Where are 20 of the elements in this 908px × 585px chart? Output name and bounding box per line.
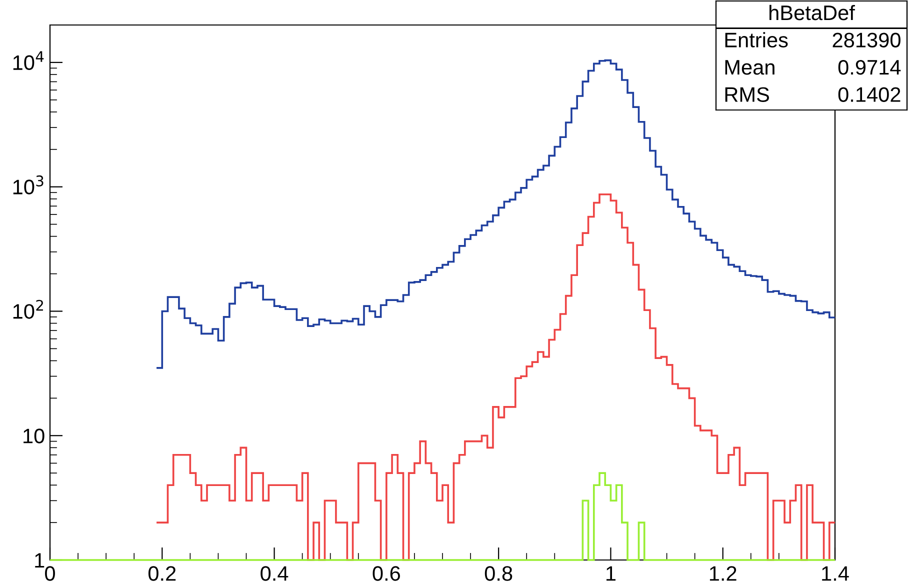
- x-tick-label: 1.4: [822, 566, 849, 581]
- text: 0.9714: [838, 60, 901, 75]
- x-tick-label: 0.8: [484, 566, 512, 581]
- annotation: 281390: [832, 32, 900, 48]
- x-tick-label: 0.4: [260, 566, 288, 581]
- text: hBetaDef: [770, 4, 855, 20]
- x-tick-label: 0: [45, 566, 55, 581]
- y-tick-label: 10$^{3}$: [13, 175, 44, 194]
- text: 0.1402: [838, 87, 900, 102]
- annotation: Mean: [725, 60, 774, 75]
- annotation: Entries: [725, 32, 788, 48]
- y-tick-label: 10$^{2}$: [13, 300, 43, 319]
- x-tick-label: 0.2: [148, 566, 176, 581]
- y-tick-label: 1: [35, 553, 44, 568]
- y-tick-label: 10$^{4}$: [13, 51, 44, 70]
- x-tick-label: 0.6: [372, 566, 400, 581]
- y-tick-label: 10: [24, 428, 44, 444]
- x-tick-label: 1: [606, 566, 616, 581]
- x-tick-label: 1.2: [710, 566, 736, 581]
- annotation: RMS: [725, 87, 769, 102]
